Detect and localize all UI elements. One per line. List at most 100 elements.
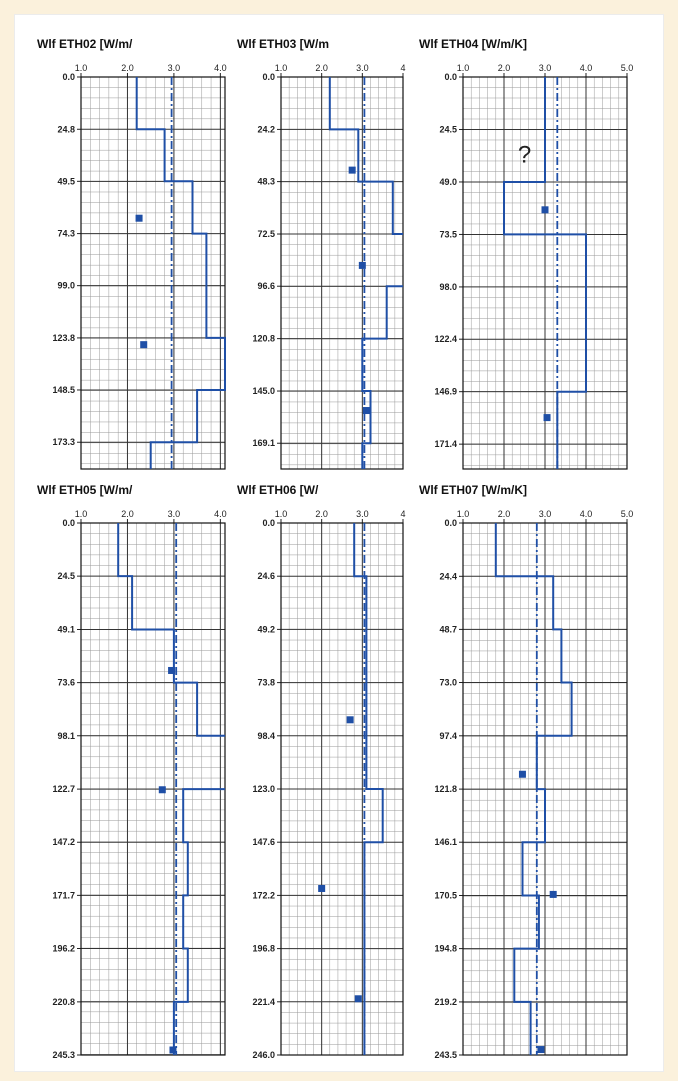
y-tick-label: 148.5 [52,385,75,395]
y-tick-label: 246.0 [252,1050,275,1060]
data-point-marker [140,341,148,349]
y-tick-label: 98.1 [57,731,75,741]
y-tick-label: 146.9 [434,387,457,397]
y-tick-label: 145.0 [252,386,275,396]
y-tick-label: 49.1 [57,624,75,634]
x-tick-label: 2.0 [498,63,511,73]
x-tick-label: 3.0 [356,509,369,519]
y-tick-label: 49.2 [257,624,275,634]
y-tick-label: 122.4 [434,334,457,344]
y-tick-label: 97.4 [439,731,457,741]
y-tick-label: 121.8 [434,784,457,794]
y-tick-label: 171.4 [434,439,457,449]
y-tick-label: 0.0 [262,518,275,528]
y-tick-label: 172.2 [252,890,275,900]
x-tick-label: 3.0 [539,509,552,519]
y-tick-label: 147.6 [252,837,275,847]
chart-panel-eth05: Wlf ETH05 [W/m/ 1.0 2.0 3.0 4.0 0.0 24.5 49.1 7… [37,483,229,1063]
conductivity-step-line [117,523,225,737]
plot-frame [280,76,404,470]
data-point-marker [362,407,370,415]
x-tick-label: 1.0 [275,509,288,519]
y-tick-label: 24.2 [257,124,275,134]
y-tick-label: 123.0 [252,784,275,794]
y-tick-label: 196.2 [52,944,75,954]
data-point-marker [543,414,551,422]
chart-panel-eth04: Wlf ETH04 [W/m/K] 1.0 2.0 3.0 4.0 5.0 0.0 24.5… [419,37,647,477]
x-tick-label: 4.0 [580,63,593,73]
y-tick-label: 196.8 [252,944,275,954]
data-point-marker [169,1046,177,1054]
y-tick-label: 245.3 [52,1050,75,1060]
y-tick-label: 171.7 [52,890,75,900]
y-tick-label: 74.3 [57,229,75,239]
chart-svg: 1.0 2.0 3.0 4.0 5.0 0.0 24.5 49.0 73.5 98.0 122.4 1… [434,63,634,470]
x-tick-label: 1.0 [75,63,88,73]
y-tick-label: 24.8 [57,124,75,134]
x-tick-label: 5.0 [621,509,634,519]
y-tick-label: 122.7 [52,784,75,794]
y-tick-label: 73.5 [439,229,457,239]
y-tick-label: 98.0 [439,282,457,292]
y-tick-label: 99.0 [57,281,75,291]
y-tick-label: 0.0 [62,518,75,528]
plot-frame [80,76,226,470]
y-tick-label: 49.0 [439,177,457,187]
y-tick-label: 48.3 [257,177,275,187]
conductivity-step-line [172,788,225,1055]
figure-page: Wlf ETH02 [W/m/ 1.0 2.0 3.0 4.0 0.0 24.8 49.5 7… [14,14,664,1072]
x-tick-label: 5.0 [621,63,634,73]
conductivity-step-line [503,77,587,469]
y-tick-label: 0.0 [444,518,457,528]
y-tick-label: 169.1 [252,438,275,448]
y-tick-label: 0.0 [444,72,457,82]
data-point-marker [346,716,354,724]
data-point-marker [318,884,326,892]
y-tick-label: 24.5 [57,571,75,581]
y-tick-label: 220.8 [52,997,75,1007]
y-tick-label: 123.8 [52,333,75,343]
question-mark-annotation: ? [518,142,531,169]
chart-panel-eth03: Wlf ETH03 [W/m 1.0 2.0 3.0 4 0.0 24.2 48.3 72.5… [237,37,407,477]
x-tick-label: 4 [400,63,405,73]
data-point-marker [541,206,549,214]
data-point-marker [168,666,176,674]
chart-title: Wlf ETH06 [W/ [237,483,319,497]
chart-panel-eth07: Wlf ETH07 [W/m/K] 1.0 2.0 3.0 4.0 5.0 0.0 24.4… [419,483,647,1063]
y-tick-label: 194.8 [434,944,457,954]
data-point-marker [348,166,356,174]
y-tick-label: 147.2 [52,837,75,847]
x-tick-label: 2.0 [121,63,134,73]
chart-svg: 1.0 2.0 3.0 4.0 5.0 0.0 24.4 48.7 73.0 97.4 121.8 1… [434,509,634,1060]
y-tick-label: 73.8 [257,678,275,688]
y-tick-label: 72.5 [257,229,275,239]
y-tick-label: 98.4 [257,731,275,741]
chart-title: Wlf ETH05 [W/m/ [37,483,133,497]
y-tick-label: 24.5 [439,124,457,134]
y-tick-label: 219.2 [434,997,457,1007]
y-tick-label: 0.0 [62,72,75,82]
chart-title: Wlf ETH04 [W/m/K] [419,37,527,51]
x-tick-label: 2.0 [315,63,328,73]
chart-svg: 1.0 2.0 3.0 4 0.0 24.2 48.3 72.5 96.6 120.8 145.0 1… [252,63,406,470]
x-tick-label: 3.0 [539,63,552,73]
y-tick-label: 73.6 [57,678,75,688]
x-tick-label: 2.0 [121,509,134,519]
y-tick-label: 173.3 [52,437,75,447]
x-tick-label: 4.0 [214,509,227,519]
chart-title: Wlf ETH02 [W/m/ [37,37,133,51]
conductivity-step-line [494,523,573,1055]
data-point-marker [549,890,557,898]
plot-frame [280,522,404,1056]
y-tick-label: 24.6 [257,571,275,581]
x-tick-label: 2.0 [498,509,511,519]
data-point-marker [518,770,526,778]
x-tick-label: 3.0 [356,63,369,73]
y-tick-label: 243.5 [434,1050,457,1060]
y-tick-label: 48.7 [439,624,457,634]
data-point-marker [358,261,366,269]
y-tick-label: 96.6 [257,281,275,291]
y-tick-label: 170.5 [434,891,457,901]
x-tick-label: 4 [400,509,405,519]
chart-panel-eth06: Wlf ETH06 [W/ 1.0 2.0 3.0 4 0.0 24.6 49.2 73.8 9… [237,483,407,1063]
